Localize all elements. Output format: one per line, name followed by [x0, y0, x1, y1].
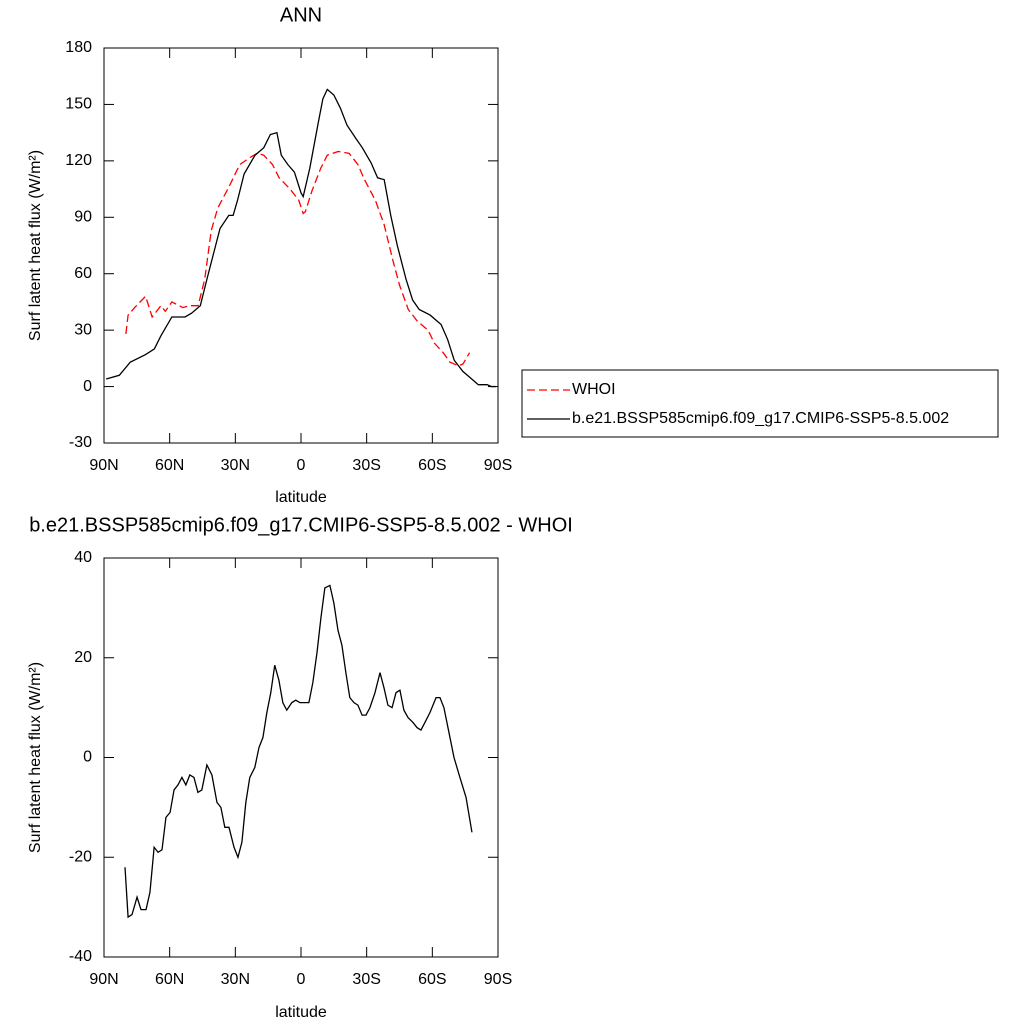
y-tick-label: 30 [74, 321, 92, 338]
y-tick-label: 0 [83, 378, 92, 395]
x-tick-label: 30S [352, 457, 380, 474]
x-tick-label: 60N [155, 971, 184, 988]
y-tick-label: 180 [65, 39, 92, 56]
x-tick-label: 90S [484, 971, 512, 988]
x-axis-label: latitude [275, 1004, 327, 1021]
x-tick-label: 60S [418, 457, 446, 474]
y-tick-label: 150 [65, 96, 92, 113]
data-line [106, 88, 496, 388]
y-axis-label: Surf latent heat flux (W/m²) [27, 150, 44, 341]
x-tick-label: 30N [221, 971, 250, 988]
plot-frame [103, 557, 499, 958]
x-tick-label: 60N [155, 457, 184, 474]
x-tick-label: 30S [352, 971, 380, 988]
x-tick-label: 90N [89, 457, 118, 474]
x-tick-label: 90N [89, 971, 118, 988]
legend-box [521, 369, 999, 438]
data-line [125, 150, 471, 367]
y-tick-label: -30 [69, 434, 92, 451]
y-tick-label: 120 [65, 152, 92, 169]
x-tick-label: 30N [221, 457, 250, 474]
x-tick-label: 0 [297, 971, 306, 988]
y-tick-label: -20 [69, 848, 92, 865]
y-tick-label: 90 [74, 209, 92, 226]
chart-title: b.e21.BSSP585cmip6.f09_g17.CMIP6-SSP5-8.… [29, 514, 573, 536]
y-tick-label: -40 [69, 948, 92, 965]
data-line [124, 584, 473, 919]
x-tick-label: 60S [418, 971, 446, 988]
plot-frame [103, 47, 499, 444]
y-tick-label: 0 [83, 749, 92, 766]
y-tick-label: 40 [74, 549, 92, 566]
legend-label: WHOI [572, 381, 616, 398]
chart-title: ANN [280, 4, 322, 26]
y-axis-label: Surf latent heat flux (W/m²) [27, 662, 44, 853]
y-tick-label: 20 [74, 649, 92, 666]
x-tick-label: 90S [484, 457, 512, 474]
x-tick-label: 0 [297, 457, 306, 474]
legend-label: b.e21.BSSP585cmip6.f09_g17.CMIP6-SSP5-8.… [572, 410, 949, 427]
x-axis-label: latitude [275, 489, 327, 506]
y-tick-label: 60 [74, 265, 92, 282]
